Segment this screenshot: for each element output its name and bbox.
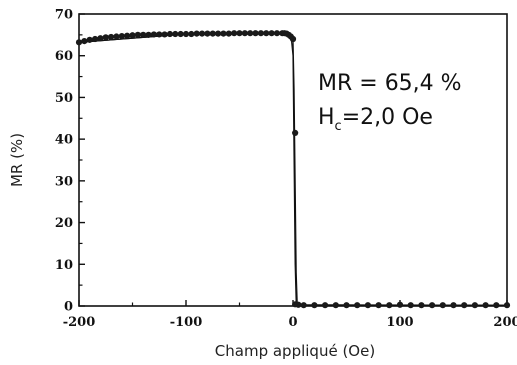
data-point [81,38,88,45]
data-point [289,35,297,43]
data-point [220,30,227,37]
data-point [471,302,478,309]
data-point [113,33,120,40]
y-tick-label: 60 [55,49,73,64]
data-point [150,31,157,38]
data-point [429,302,436,309]
x-tick-label: -200 [63,315,96,330]
data-point [247,30,254,37]
data-point [482,302,489,309]
data-point [493,302,500,309]
data-point [140,31,147,38]
data-point [209,30,216,37]
data-point [193,30,200,37]
data-point [364,302,371,309]
y-tick-label: 70 [55,8,73,23]
data-point [354,302,361,309]
data-point [134,31,141,38]
data-point [102,34,109,41]
data-point [300,302,307,309]
hc-subscript: c [335,119,342,134]
data-point [97,35,104,42]
data-point [252,30,259,37]
data-point [322,302,329,309]
data-point [215,30,222,37]
data-point [292,129,299,136]
data-point [108,33,115,41]
data-point [343,302,350,309]
data-point [129,32,136,39]
data-point [386,302,393,309]
y-tick-label: 40 [55,133,73,148]
x-tick-label: 100 [386,315,413,330]
data-point [172,30,179,38]
data-point [118,33,125,40]
y-tick-label: 30 [55,174,73,189]
y-tick-label: 10 [55,258,73,273]
data-point [182,30,190,38]
data-point [204,30,211,37]
data-point [231,30,238,37]
data-point [311,302,318,309]
y-tick-label: 50 [55,91,73,106]
data-point [257,30,264,37]
data-point [332,302,339,309]
hc-symbol: H [318,105,335,130]
data-point [177,30,184,38]
hc-value: =2,0 Oe [342,105,433,130]
data-point [166,30,174,38]
x-tick-label: 0 [288,315,297,330]
data-point [461,302,468,309]
data-point [124,32,131,39]
data-point [503,302,511,309]
data-point [450,302,457,309]
data-point [439,302,446,309]
x-axis-label: Champ appliqué (Oe) [215,342,375,360]
x-tick-label: -100 [170,315,203,330]
data-point [263,30,270,37]
data-point [91,35,99,43]
data-point [75,39,83,46]
data-point [145,31,152,38]
data-point [161,31,168,38]
data-point [418,302,425,309]
hc-annotation: Hc=2,0 Oe [318,105,433,134]
mr-annotation: MR = 65,4 % [318,71,462,96]
x-tick-label: 200 [493,315,517,330]
data-point [407,302,414,309]
data-point [268,30,275,37]
data-point [225,30,232,37]
data-point [375,302,382,309]
data-point [396,301,404,308]
data-point [236,30,243,37]
data-point [86,36,93,43]
y-tick-label: 0 [64,300,73,315]
y-axis-label: MR (%) [8,133,26,187]
data-point [241,30,248,37]
data-point [295,301,302,308]
data-point [273,30,281,37]
data-point [198,30,206,37]
y-tick-label: 20 [55,216,73,231]
data-point [156,31,163,38]
data-point [188,30,195,38]
